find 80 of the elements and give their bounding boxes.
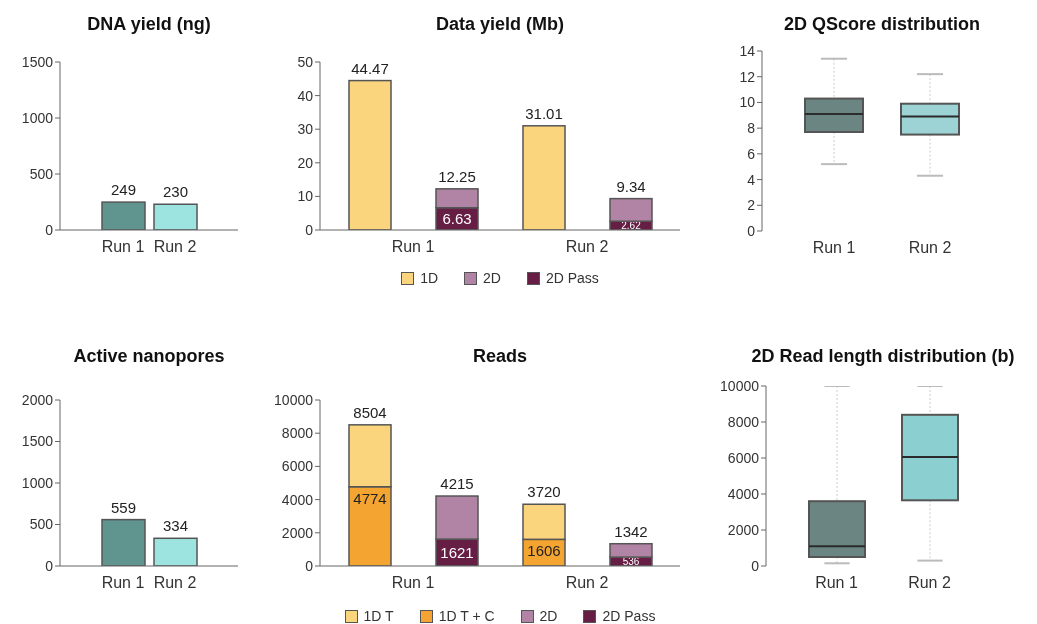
x-tick-label: Run 2: [908, 239, 952, 256]
x-tick-label: Run 1: [391, 574, 435, 591]
x-tick-label: Run 2: [153, 574, 197, 591]
bar: [348, 79, 392, 230]
y-tick-label: 8000: [727, 413, 760, 430]
chart-title: Reads: [472, 346, 528, 367]
legend-label: 1D T + C: [438, 608, 495, 624]
legend-label: 1D T: [363, 608, 394, 624]
y-tick-label: 8: [747, 120, 756, 137]
y-tick-label: 10000: [720, 377, 760, 394]
data-label: 536: [622, 556, 640, 568]
total-label: 12.25: [438, 167, 476, 185]
total-label: 44.47: [351, 59, 389, 77]
x-tick-label: Run 2: [153, 238, 197, 255]
y-tick-label: 1000: [21, 474, 54, 491]
data-label: 230: [162, 183, 189, 201]
total-label: 31.01: [525, 104, 563, 122]
x-tick-label: Run 1: [815, 574, 858, 591]
y-tick-label: 10: [297, 188, 314, 205]
x-tick-label: Run 2: [908, 574, 951, 591]
y-tick-label: 0: [45, 221, 54, 238]
total-label: 4215: [440, 475, 474, 493]
total-label: 9.34: [616, 177, 646, 195]
x-tick-label: Run 2: [565, 574, 609, 591]
x-tick-label: Run 1: [391, 238, 435, 255]
y-tick-label: 12: [739, 68, 756, 85]
data-label: 1606: [527, 542, 561, 560]
legend-label: 2D: [483, 270, 501, 286]
data-label: 1621: [440, 543, 474, 561]
y-tick-label: 6000: [281, 458, 314, 475]
data-label: 559: [110, 498, 137, 516]
y-tick-label: 20: [297, 154, 314, 171]
y-tick-label: 2: [747, 197, 756, 214]
data-label: 2.62: [621, 220, 642, 232]
y-tick-label: 40: [297, 87, 314, 104]
y-tick-label: 2000: [281, 524, 314, 541]
y-tick-label: 4: [747, 171, 756, 188]
y-tick-label: 500: [29, 516, 54, 533]
y-tick-label: 500: [29, 165, 54, 182]
x-tick-label: Run 1: [812, 239, 856, 256]
legend-label: 2D Pass: [602, 608, 656, 624]
chart-title: 2D QScore distribution: [783, 14, 981, 35]
y-tick-label: 1500: [21, 433, 54, 450]
chart-title: DNA yield (ng): [86, 14, 212, 35]
y-tick-label: 30: [297, 121, 314, 138]
total-label: 8504: [353, 403, 387, 421]
legend-label: 1D: [420, 270, 439, 286]
y-tick-label: 10: [739, 94, 756, 111]
y-tick-label: 1000: [21, 109, 54, 126]
data-label: 334: [162, 517, 189, 535]
y-tick-label: 1500: [21, 53, 54, 70]
y-tick-label: 4000: [727, 485, 760, 502]
legend-label: 2D: [539, 608, 558, 624]
bar: [522, 125, 566, 230]
y-tick-label: 0: [305, 557, 314, 574]
y-tick-label: 6000: [727, 449, 760, 466]
legend-label: 2D Pass: [545, 270, 599, 286]
y-tick-label: 0: [747, 222, 756, 239]
data-label: 4774: [353, 489, 387, 507]
data-label: 6.63: [442, 210, 472, 228]
y-tick-label: 4000: [281, 491, 314, 508]
data-label: 249: [110, 181, 137, 199]
y-tick-label: 0: [305, 221, 314, 238]
y-tick-label: 14: [739, 42, 756, 59]
x-tick-label: Run 2: [565, 238, 609, 255]
chart-title: Active nanopores: [72, 346, 226, 367]
chart-title: 2D Read length distribution (b): [750, 346, 1016, 367]
y-tick-label: 0: [751, 557, 760, 574]
total-label: 3720: [527, 483, 561, 501]
y-tick-label: 2000: [727, 521, 760, 538]
total-label: 1342: [614, 522, 648, 540]
x-tick-label: Run 1: [101, 574, 145, 591]
x-tick-label: Run 1: [101, 238, 145, 255]
y-tick-label: 8000: [281, 425, 314, 442]
y-tick-label: 50: [297, 53, 314, 70]
y-tick-label: 2000: [21, 391, 54, 408]
y-tick-label: 10000: [274, 391, 314, 408]
chart-title: Data yield (Mb): [435, 14, 565, 35]
y-tick-label: 6: [747, 145, 756, 162]
y-tick-label: 0: [45, 557, 54, 574]
